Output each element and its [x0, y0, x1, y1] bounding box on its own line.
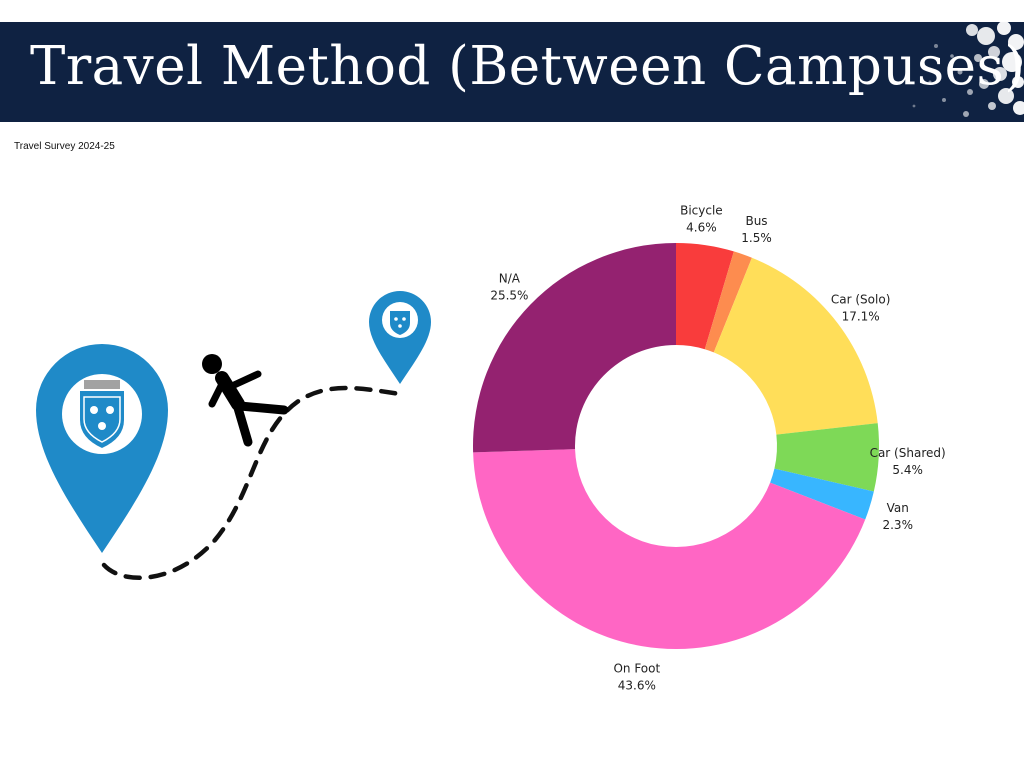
map-pin-icon: [369, 291, 431, 384]
travel-method-donut-chart: Bicycle 4.6% Bus 1.5% Car (Solo) 17.1% Car (Sh…: [472, 203, 946, 693]
survey-subtitle: Travel Survey 2024-25: [14, 141, 115, 152]
pie-label-n-a: N/A: [499, 272, 521, 286]
pie-value-bicycle: 4.6%: [686, 220, 717, 234]
pie-label-car-shared: Car (Shared): [870, 446, 946, 460]
pie-value-van: 2.3%: [882, 518, 913, 532]
pie-label-car-solo: Car (Solo): [831, 293, 890, 307]
pie-value-n-a: 25.5%: [490, 289, 528, 303]
dashed-route: [101, 385, 403, 581]
pie-label-bus: Bus: [745, 214, 767, 228]
pie-slice-on-foot: [473, 449, 866, 650]
pie-label-van: Van: [887, 501, 909, 515]
pie-value-car-shared: 5.4%: [892, 463, 923, 477]
pie-slice-car-shared: [774, 423, 879, 492]
pie-label-on-foot: On Foot: [613, 662, 660, 676]
pie-value-on-foot: 43.6%: [618, 679, 656, 693]
pie-slice-bicycle: [676, 243, 734, 350]
crest-icon: [80, 380, 124, 448]
crest-icon: [390, 311, 410, 335]
pie-value-bus: 1.5%: [741, 231, 772, 245]
journey-illustration: [36, 291, 431, 581]
pie-slice-bus: [704, 251, 752, 353]
page-title: Travel Method (Between Campuses): [30, 36, 1024, 97]
pie-label-bicycle: Bicycle: [680, 203, 723, 217]
pie-value-car-solo: 17.1%: [842, 310, 880, 324]
pie-slice-car-solo: [713, 257, 878, 435]
walking-person-icon: [202, 354, 289, 447]
pie-slice-van: [770, 468, 874, 520]
header-banner: Travel Method (Between Campuses): [0, 22, 1024, 122]
map-pin-icon: [36, 344, 168, 553]
banner-texture: [912, 22, 1024, 117]
pie-slice-n-a: [472, 243, 676, 453]
